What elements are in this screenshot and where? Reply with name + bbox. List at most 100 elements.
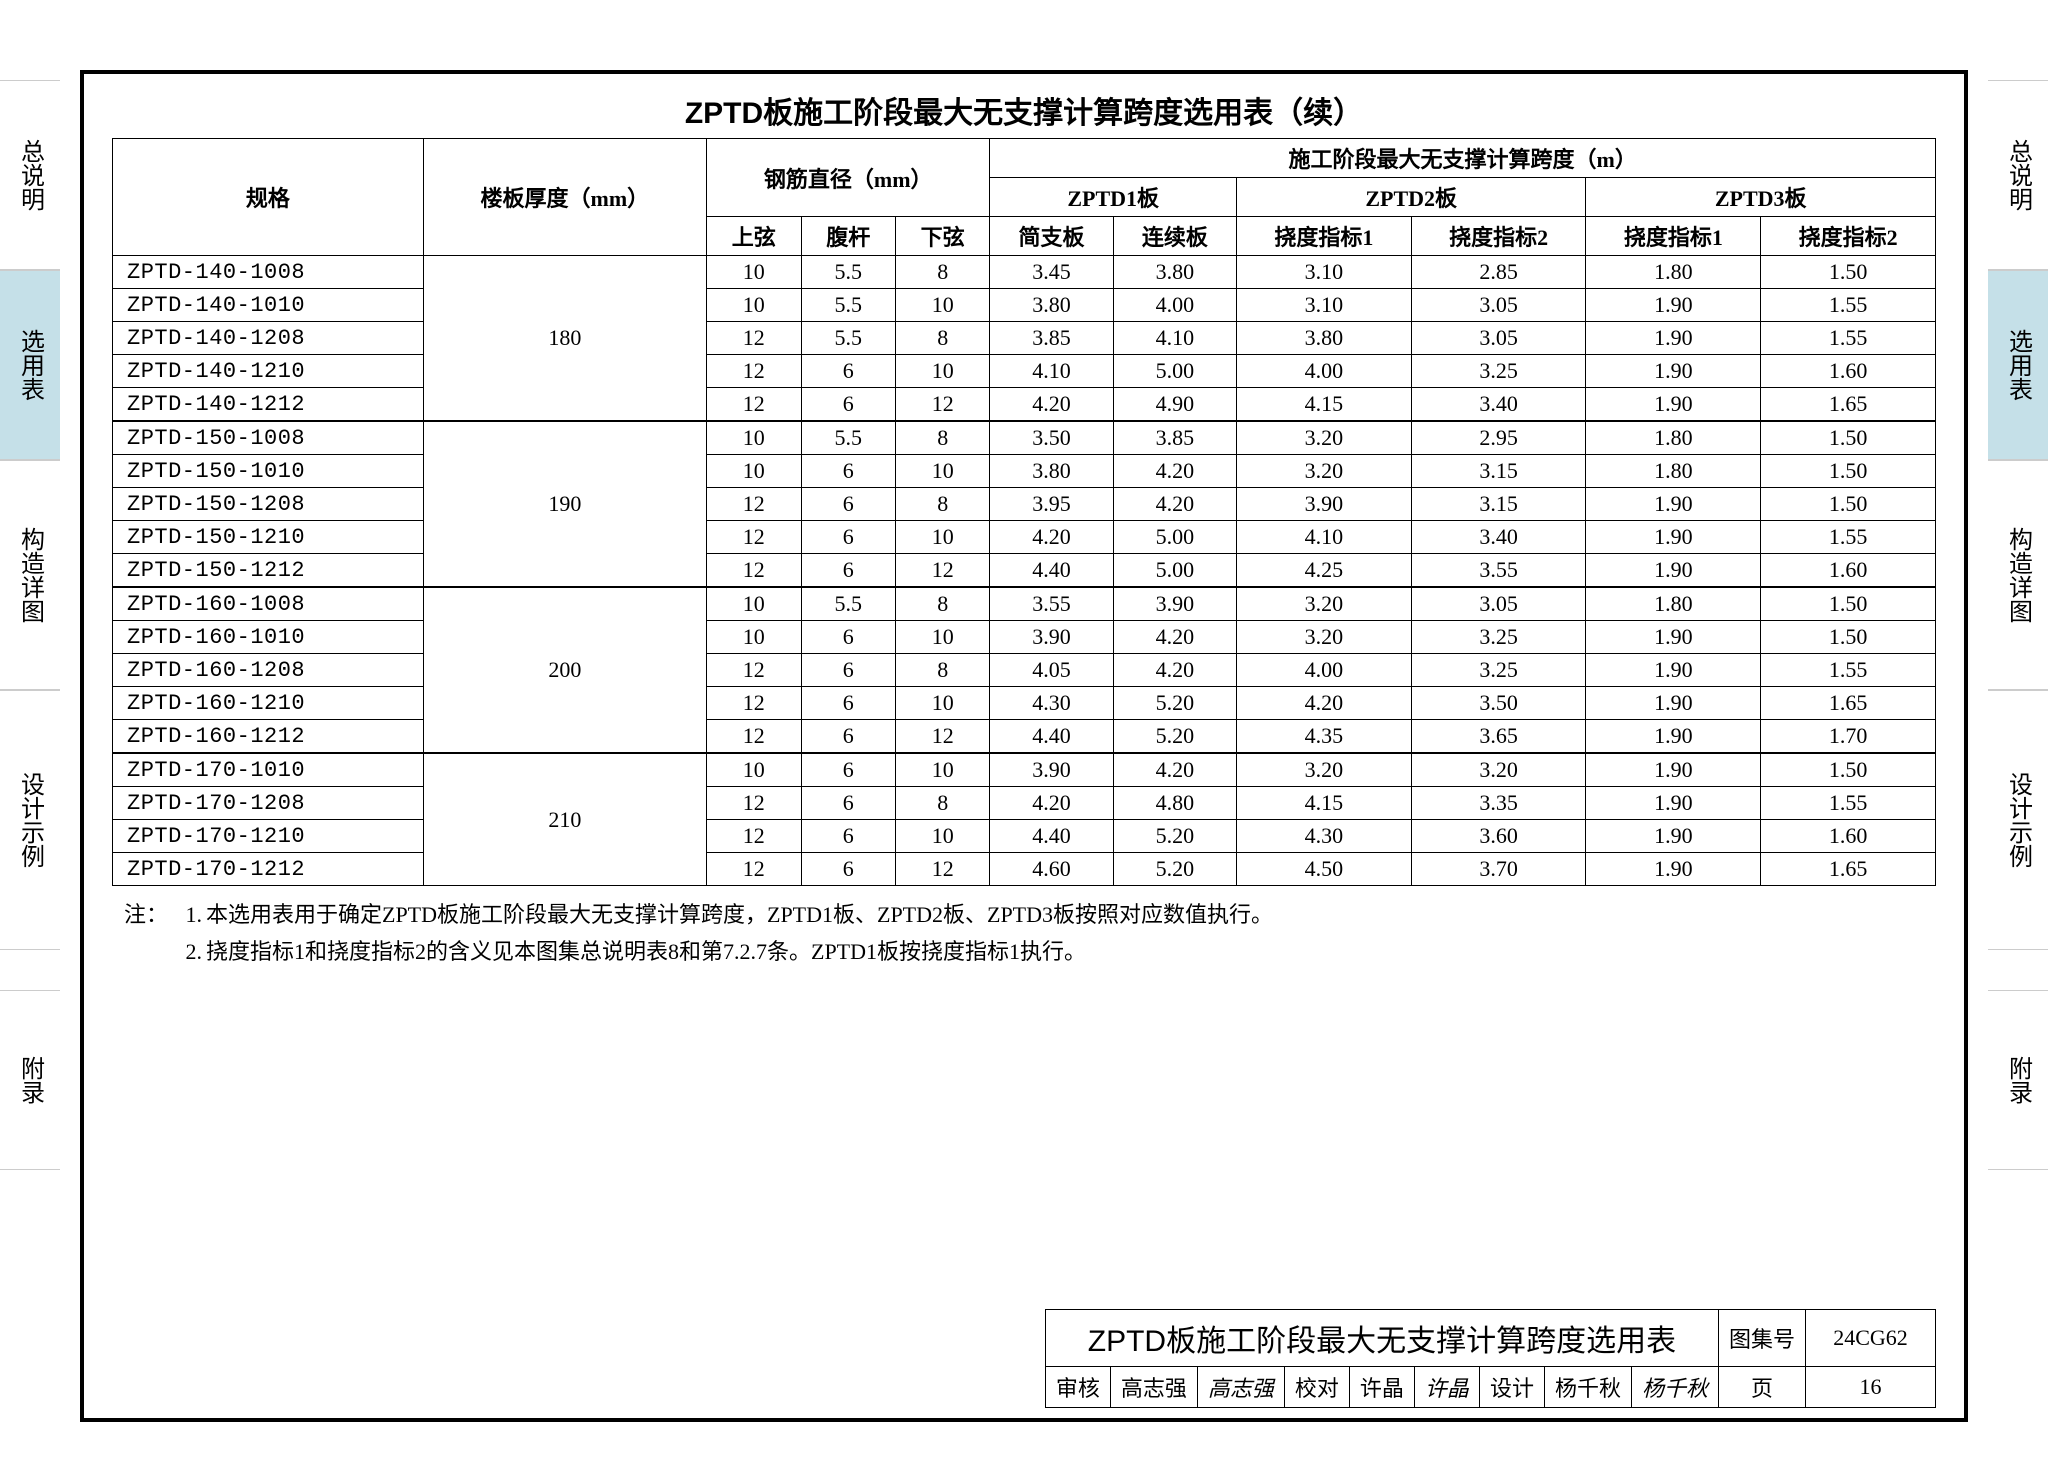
cell-value: 4.15 [1236,787,1411,820]
cell-rebar: 6 [801,455,895,488]
cell-value: 5.00 [1113,355,1236,388]
cell-value: 4.40 [990,720,1113,754]
th-z1-c0: 简支板 [990,217,1113,256]
cell-value: 3.95 [990,488,1113,521]
cell-value: 1.90 [1586,787,1761,820]
tb-title: ZPTD板施工阶段最大无支撑计算跨度选用表 [1045,1310,1718,1367]
cell-spec: ZPTD-170-1210 [113,820,424,853]
cell-value: 3.65 [1411,720,1586,754]
side-tab-3[interactable]: 设计示例 [0,690,60,950]
table-row: ZPTD-150-1010106103.804.203.203.151.801.… [113,455,1936,488]
cell-value: 5.00 [1113,521,1236,554]
tb-check-sig: 许晶 [1414,1367,1479,1408]
cell-rebar: 12 [707,388,801,422]
cell-value: 1.90 [1586,488,1761,521]
th-zptd2: ZPTD2板 [1236,178,1586,217]
cell-value: 1.90 [1586,621,1761,654]
cell-value: 4.10 [990,355,1113,388]
table-row: ZPTD-140-1008180105.583.453.803.102.851.… [113,256,1936,289]
side-tab-1[interactable]: 选用表 [1988,270,2048,460]
side-tab-4[interactable]: 附录 [0,990,60,1170]
cell-value: 1.90 [1586,654,1761,687]
page-title: ZPTD板施工阶段最大无支撑计算跨度选用表（续） [112,88,1936,132]
cell-value: 3.20 [1236,753,1411,787]
tb-design-label: 设计 [1479,1367,1544,1408]
th-thickness: 楼板厚度（mm） [423,139,706,256]
cell-rebar: 6 [801,521,895,554]
cell-rebar: 10 [707,587,801,621]
cell-rebar: 10 [895,455,989,488]
cell-value: 3.40 [1411,521,1586,554]
cell-rebar: 12 [707,687,801,720]
cell-rebar: 8 [895,654,989,687]
cell-value: 4.10 [1113,322,1236,355]
cell-rebar: 6 [801,787,895,820]
table-row: ZPTD-150-120812683.954.203.903.151.901.5… [113,488,1936,521]
cell-rebar: 5.5 [801,289,895,322]
drawing-frame: ZPTD板施工阶段最大无支撑计算跨度选用表（续） 规格 楼板厚度（mm） 钢筋直… [80,70,1968,1422]
cell-value: 1.80 [1586,587,1761,621]
cell-value: 1.90 [1586,554,1761,588]
tb-design-name: 杨千秋 [1544,1367,1631,1408]
cell-value: 4.80 [1113,787,1236,820]
cell-value: 1.80 [1586,455,1761,488]
tb-review-label: 审核 [1045,1367,1110,1408]
table-body: ZPTD-140-1008180105.583.453.803.102.851.… [113,256,1936,886]
side-tab-0[interactable]: 总说明 [1988,80,2048,270]
cell-spec: ZPTD-150-1008 [113,421,424,455]
page: 总说明选用表构造详图设计示例附录 ZPTD板施工阶段最大无支撑计算跨度选用表（续… [0,0,2048,1482]
cell-rebar: 5.5 [801,421,895,455]
cell-value: 1.50 [1761,421,1936,455]
cell-rebar: 8 [895,322,989,355]
side-tab-3[interactable]: 设计示例 [1988,690,2048,950]
tb-atlas-label: 图集号 [1718,1310,1805,1367]
tb-page-no: 16 [1806,1367,1936,1408]
cell-spec: ZPTD-140-1008 [113,256,424,289]
tb-design-sig: 杨千秋 [1631,1367,1718,1408]
cell-rebar: 10 [707,421,801,455]
cell-rebar: 5.5 [801,587,895,621]
th-span-group: 施工阶段最大无支撑计算跨度（m） [990,139,1936,178]
cell-value: 3.40 [1411,388,1586,422]
cell-value: 3.90 [990,621,1113,654]
cell-value: 4.00 [1236,355,1411,388]
cell-rebar: 12 [895,720,989,754]
cell-value: 4.35 [1236,720,1411,754]
right-side-tabs: 总说明选用表构造详图设计示例附录 [1988,0,2048,1482]
cell-value: 1.90 [1586,355,1761,388]
cell-value: 3.25 [1411,654,1586,687]
cell-rebar: 12 [707,853,801,886]
cell-value: 3.80 [1236,322,1411,355]
cell-value: 1.90 [1586,388,1761,422]
left-side-tabs: 总说明选用表构造详图设计示例附录 [0,0,60,1482]
cell-rebar: 8 [895,256,989,289]
cell-value: 1.65 [1761,687,1936,720]
side-tab-2[interactable]: 构造详图 [1988,460,2048,690]
cell-value: 1.90 [1586,853,1761,886]
table-row: ZPTD-140-1212126124.204.904.153.401.901.… [113,388,1936,422]
side-tab-1[interactable]: 选用表 [0,270,60,460]
cell-rebar: 10 [707,256,801,289]
cell-value: 1.70 [1761,720,1936,754]
side-tab-0[interactable]: 总说明 [0,80,60,270]
table-row: ZPTD-160-1008200105.583.553.903.203.051.… [113,587,1936,621]
table-row: ZPTD-170-1212126124.605.204.503.701.901.… [113,853,1936,886]
cell-spec: ZPTD-150-1208 [113,488,424,521]
cell-rebar: 12 [707,787,801,820]
cell-rebar: 12 [895,853,989,886]
cell-rebar: 12 [707,322,801,355]
cell-rebar: 6 [801,355,895,388]
cell-spec: ZPTD-160-1208 [113,654,424,687]
cell-spec: ZPTD-150-1212 [113,554,424,588]
cell-rebar: 8 [895,421,989,455]
side-tab-2[interactable]: 构造详图 [0,460,60,690]
cell-value: 4.00 [1236,654,1411,687]
side-tab-4[interactable]: 附录 [1988,990,2048,1170]
cell-value: 1.50 [1761,256,1936,289]
cell-value: 3.05 [1411,587,1586,621]
cell-value: 3.80 [1113,256,1236,289]
cell-spec: ZPTD-170-1208 [113,787,424,820]
th-z3-c0: 挠度指标1 [1586,217,1761,256]
cell-value: 1.50 [1761,587,1936,621]
cell-rebar: 12 [707,488,801,521]
